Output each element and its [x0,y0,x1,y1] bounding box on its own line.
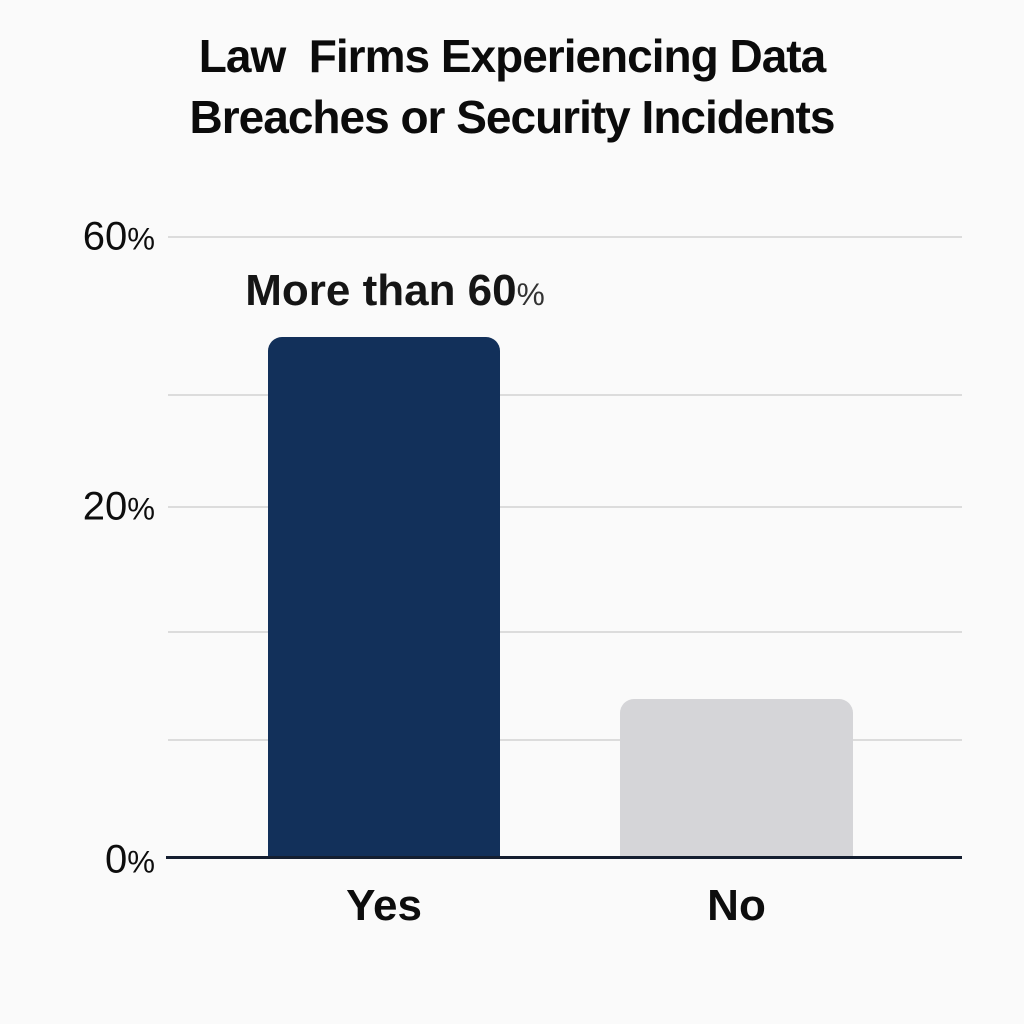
y-tick-0-value: 0 [105,837,128,882]
y-tick-20: 20% [30,485,155,530]
gridline [168,631,962,633]
bar-yes [268,337,500,858]
gridline [168,739,962,741]
gridline [168,394,962,396]
gridline [168,506,962,508]
y-tick-60-value: 60 [82,214,128,259]
bar-annotation: More than 60% [245,266,545,316]
y-tick-20-value: 20 [82,484,128,529]
bar-annotation-text: More than 60 [245,266,517,315]
percent-sign: % [127,844,155,880]
percent-sign: % [127,221,155,257]
category-label-yes: Yes [346,881,422,930]
gridline [168,236,962,238]
y-tick-60: 60% [30,215,155,260]
percent-sign: % [516,276,545,312]
y-tick-0: 0% [30,838,155,883]
chart-title-line-2: Breaches or Security Incidents [189,91,836,143]
category-label-no: No [707,881,766,930]
x-axis-line [166,856,962,859]
chart-title-line-1: Law Firms Experiencing Data [198,30,826,82]
bar-no [620,699,853,858]
percent-sign: % [127,491,155,527]
chart-title: Law Firms Experiencing Data Breaches or … [0,26,1024,148]
